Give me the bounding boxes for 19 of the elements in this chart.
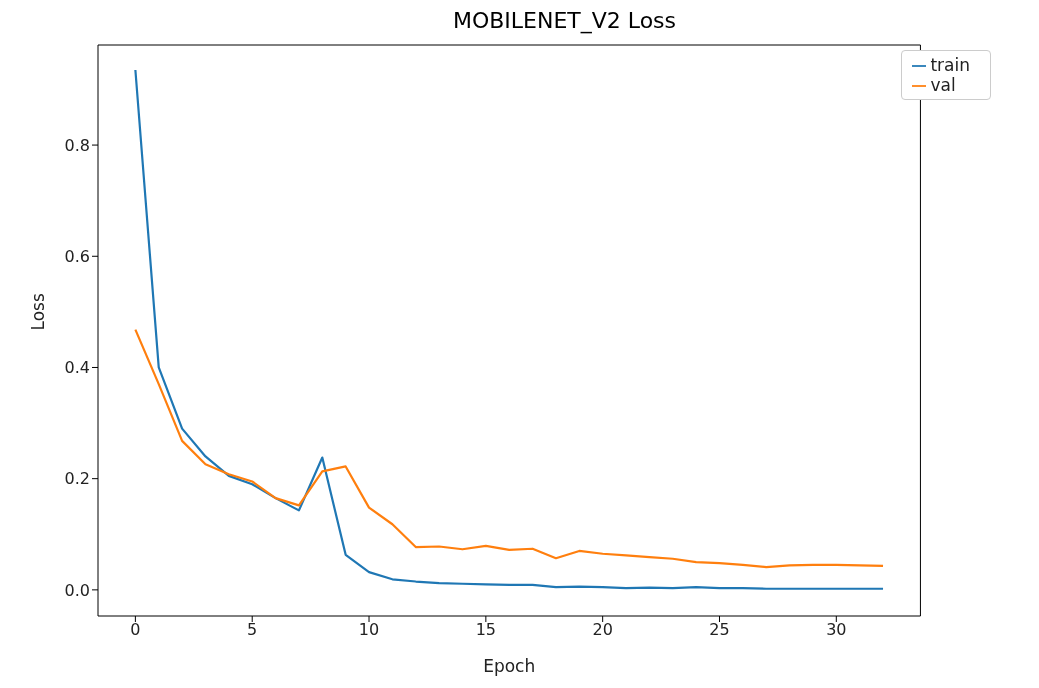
y-tick-label: 0.2: [64, 469, 90, 489]
y-axis-title: Loss: [28, 293, 49, 331]
x-tick-label: 25: [709, 620, 730, 640]
y-tick-label: 0.8: [64, 135, 90, 155]
x-tick-label: 20: [592, 620, 613, 640]
x-tick-label: 15: [475, 620, 497, 640]
y-tick-label: 0.4: [64, 358, 90, 378]
x-tick-label: 10: [358, 620, 380, 640]
x-axis-title: Epoch: [483, 656, 536, 676]
x-tick-label: 5: [247, 620, 258, 640]
chart-title: MOBILENET_V2 Loss: [451, 8, 678, 36]
x-tick-label: 30: [826, 620, 847, 640]
legend-label: val: [930, 75, 956, 95]
legend-label: train: [930, 55, 970, 75]
line-series: [134, 328, 885, 569]
y-tick-label: 0.0: [64, 580, 90, 600]
line-series: [134, 68, 885, 590]
y-tick-label: 0.6: [64, 246, 90, 266]
x-tick-label: 0: [130, 620, 141, 640]
